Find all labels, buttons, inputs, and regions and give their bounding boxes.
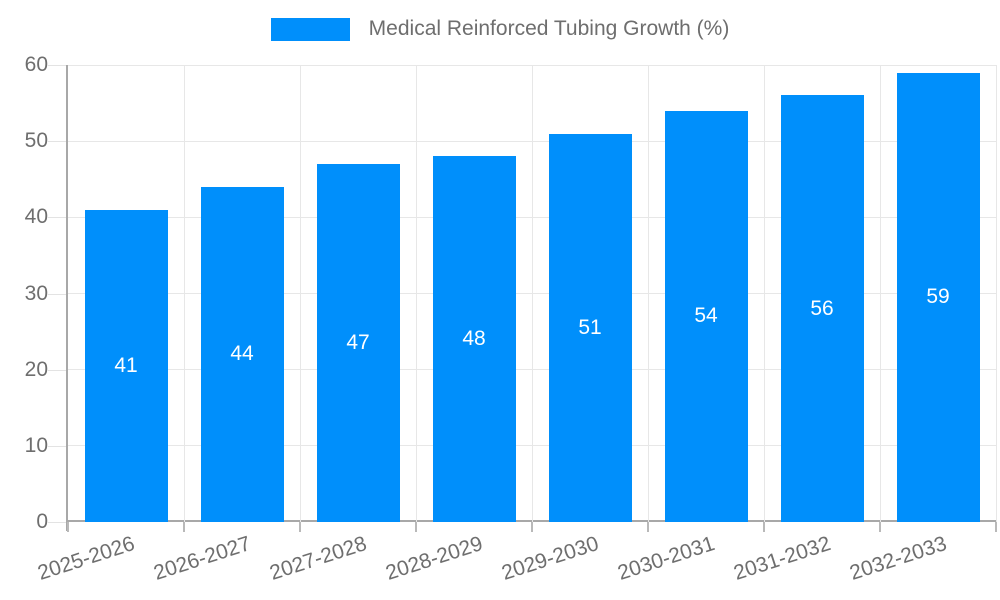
x-tick-mark <box>879 522 881 532</box>
x-tick-label: 2025-2026 <box>34 532 138 585</box>
bar[interactable]: 59 <box>896 72 980 522</box>
bar[interactable]: 48 <box>432 156 516 522</box>
legend-swatch <box>270 17 350 41</box>
bar-value-label: 44 <box>230 342 254 366</box>
x-tick-mark <box>995 522 997 532</box>
y-tick-mark <box>48 141 66 143</box>
bar-value-label: 51 <box>578 315 602 339</box>
y-tick-mark <box>48 445 66 447</box>
y-tick-mark <box>48 217 66 219</box>
legend: Medical Reinforced Tubing Growth (%) <box>0 17 1000 41</box>
gridline-vertical <box>531 65 533 522</box>
bar-value-label: 48 <box>462 327 486 351</box>
bar-value-label: 47 <box>346 331 370 355</box>
y-tick-label: 20 <box>24 357 48 381</box>
bar-value-label: 56 <box>810 296 834 320</box>
gridline-vertical <box>879 65 881 522</box>
x-tick-mark <box>415 522 417 532</box>
x-tick-label: 2029-2030 <box>498 532 602 585</box>
y-tick-label: 40 <box>24 205 48 229</box>
y-axis: 0 10 20 30 40 50 60 <box>0 53 48 533</box>
y-tick-mark <box>48 522 66 523</box>
gridline-vertical <box>299 65 301 522</box>
bar-value-label: 59 <box>926 285 950 309</box>
y-tick-mark <box>48 369 66 371</box>
gridline-vertical <box>995 65 997 522</box>
x-tick-mark <box>531 522 533 532</box>
bar-value-label: 54 <box>694 304 718 328</box>
legend-item[interactable]: Medical Reinforced Tubing Growth (%) <box>270 17 730 41</box>
x-tick-mark <box>67 522 69 532</box>
x-tick-label: 2027-2028 <box>266 532 370 585</box>
x-tick-label: 2030-2031 <box>614 532 718 585</box>
y-tick-label: 0 <box>36 510 48 533</box>
bar[interactable]: 44 <box>200 186 284 522</box>
x-tick-mark <box>183 522 185 532</box>
x-tick-label: 2032-2033 <box>846 532 950 585</box>
y-axis-line <box>66 65 68 531</box>
gridline-vertical <box>415 65 417 522</box>
bar-value-label: 41 <box>114 353 138 377</box>
x-tick-label: 2026-2027 <box>150 532 254 585</box>
x-tick-mark <box>763 522 765 532</box>
bar[interactable]: 47 <box>316 164 400 522</box>
y-tick-label: 60 <box>24 53 48 76</box>
y-tick-label: 10 <box>24 433 48 457</box>
x-tick-mark <box>647 522 649 532</box>
y-tick-label: 30 <box>24 281 48 305</box>
y-tick-mark <box>48 65 66 66</box>
x-tick-mark <box>299 522 301 532</box>
bar[interactable]: 56 <box>780 95 864 522</box>
x-tick-label: 2031-2032 <box>730 532 834 585</box>
plot-area: 41 44 47 48 51 54 56 59 <box>68 64 997 522</box>
x-tick-label: 2028-2029 <box>382 532 486 585</box>
legend-label: Medical Reinforced Tubing Growth (%) <box>368 17 730 40</box>
y-tick-label: 50 <box>24 129 48 153</box>
gridline-vertical <box>763 65 765 522</box>
y-tick-mark <box>48 293 66 295</box>
gridline-vertical <box>647 65 649 522</box>
bar[interactable]: 51 <box>548 133 632 522</box>
bar[interactable]: 54 <box>664 110 748 522</box>
bar[interactable]: 41 <box>84 209 168 522</box>
gridline-vertical <box>183 65 185 522</box>
